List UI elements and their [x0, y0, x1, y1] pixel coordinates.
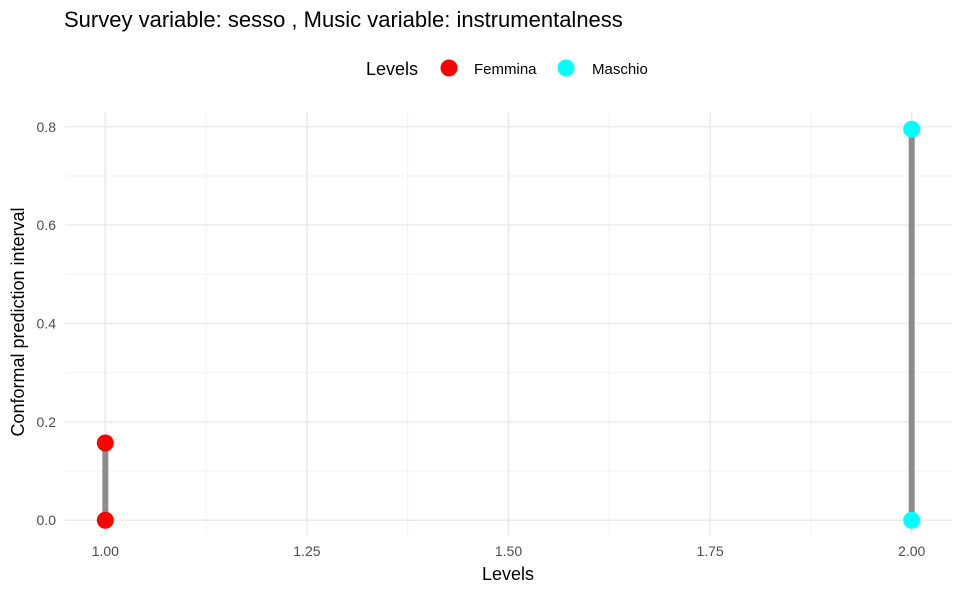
y-tick-label: 0.6	[37, 217, 57, 233]
x-tick-label: 2.00	[898, 543, 925, 559]
point-maschio-lower	[903, 511, 921, 529]
y-axis-title: Conformal prediction interval	[8, 207, 28, 436]
point-femmina-upper	[96, 434, 114, 452]
legend: Levels Femmina Maschio	[366, 59, 648, 79]
grid	[65, 112, 952, 535]
x-axis-ticks: 1.00 1.25 1.50 1.75 2.00	[92, 543, 926, 559]
point-maschio-upper	[903, 120, 921, 138]
x-tick-label: 1.50	[495, 543, 522, 559]
x-tick-label: 1.00	[92, 543, 119, 559]
legend-label-maschio: Maschio	[592, 61, 648, 78]
data-points	[96, 120, 921, 529]
y-tick-label: 0.4	[37, 316, 57, 332]
x-axis-title: Levels	[482, 564, 534, 584]
legend-title: Levels	[366, 59, 418, 79]
legend-key-maschio	[557, 59, 575, 77]
x-tick-label: 1.75	[696, 543, 723, 559]
legend-label-femmina: Femmina	[474, 61, 537, 78]
legend-key-femmina	[440, 59, 458, 77]
point-femmina-lower	[96, 511, 114, 529]
x-tick-label: 1.25	[293, 543, 320, 559]
y-tick-label: 0.8	[37, 119, 57, 135]
interval-segments	[102, 129, 915, 521]
y-axis-ticks: 0.0 0.2 0.4 0.6 0.8	[37, 119, 57, 528]
chart-title: Survey variable: sesso , Music variable:…	[64, 7, 623, 32]
y-tick-label: 0.0	[37, 512, 57, 528]
y-tick-label: 0.2	[37, 414, 57, 430]
